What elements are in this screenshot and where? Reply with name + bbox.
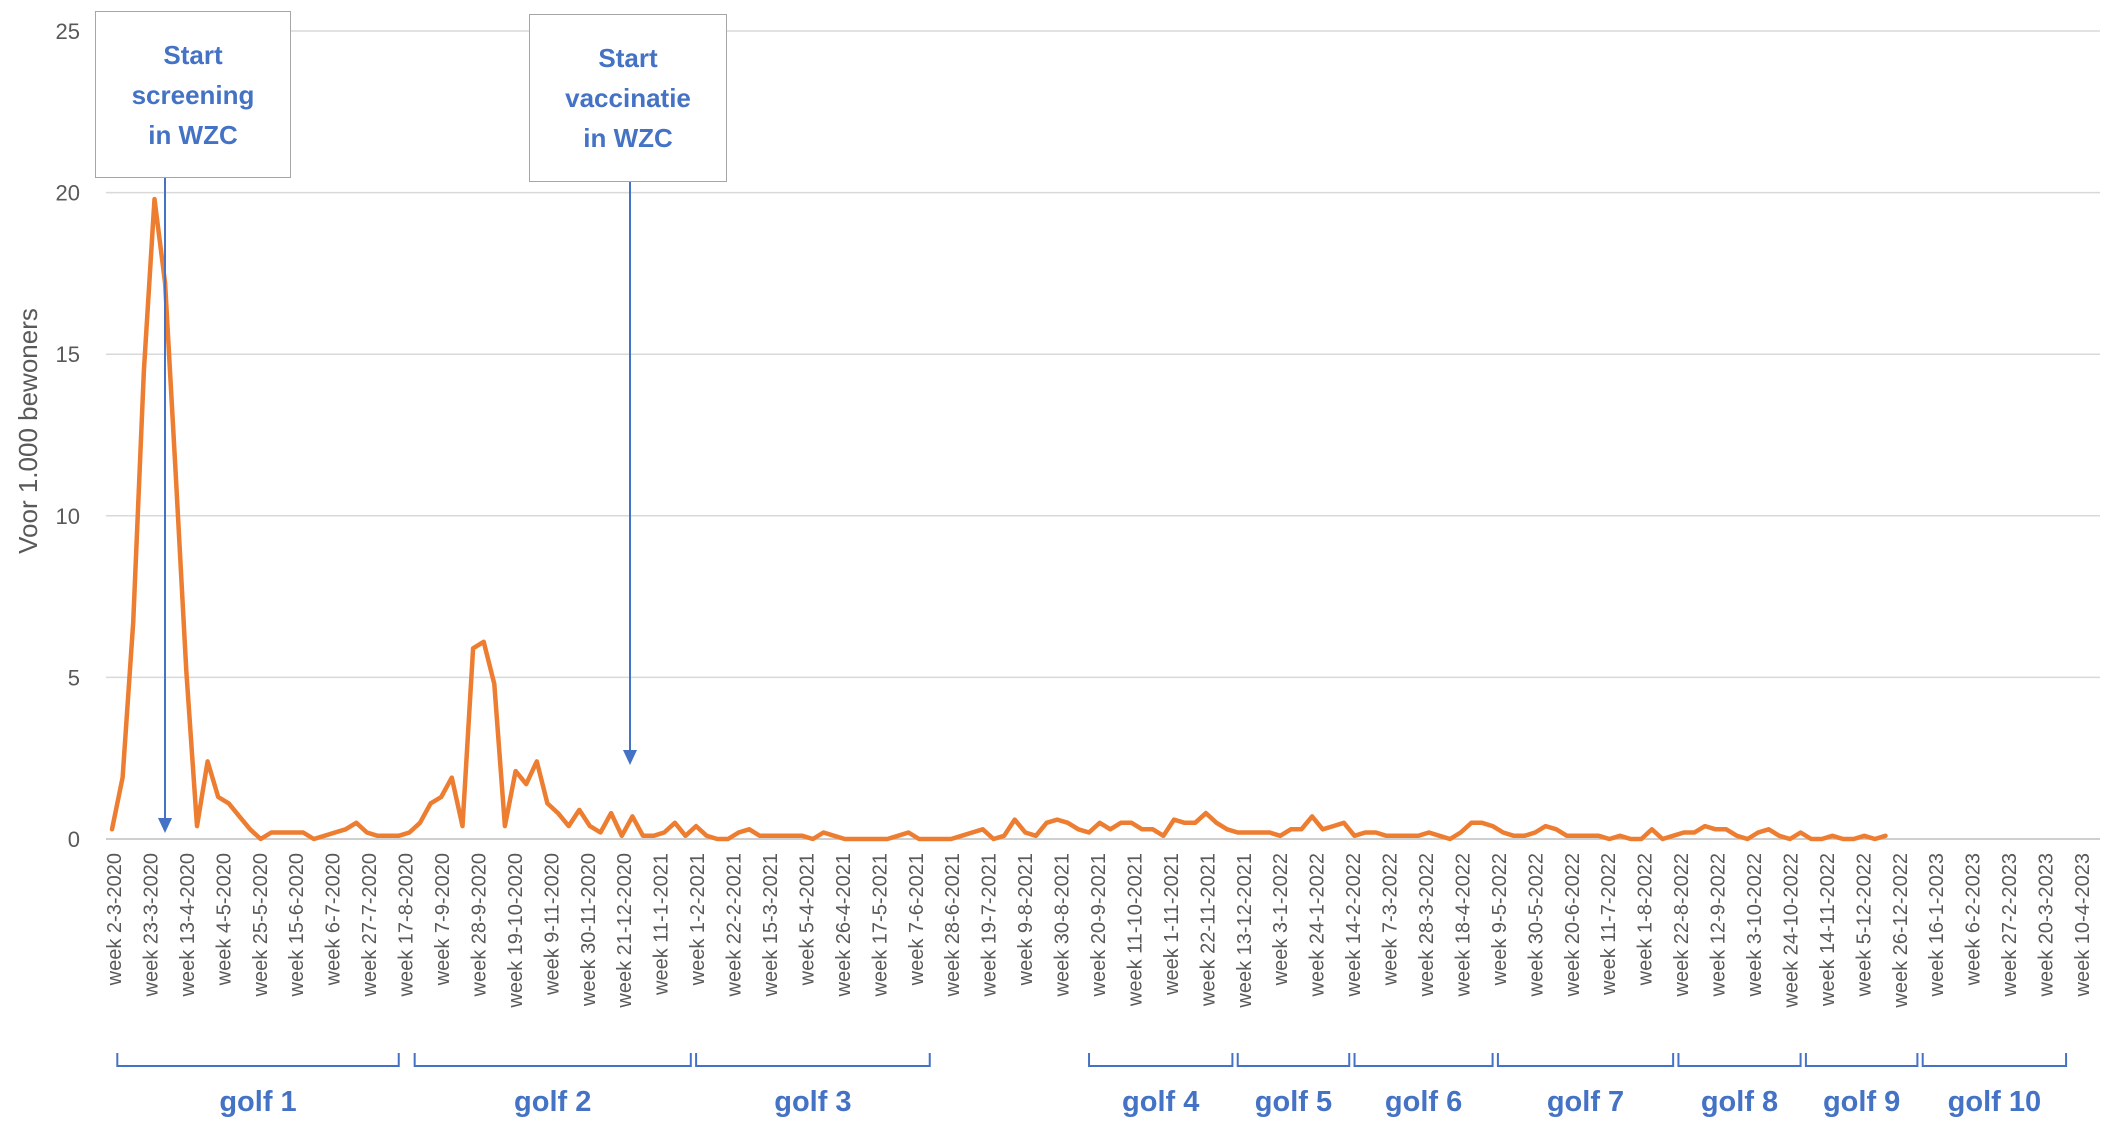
x-tick-label: week 1-2-2021 <box>687 853 709 986</box>
y-axis-label: Voor 1.000 bewoners <box>13 308 43 554</box>
x-tick-label: week 23-3-2020 <box>140 853 162 997</box>
annotation-line: vaccinatie <box>565 83 691 113</box>
x-tick-label: week 3-10-2022 <box>1744 853 1766 997</box>
wave-bracket <box>1353 1053 1494 1067</box>
series-line <box>109 196 1888 842</box>
x-tick-label: week 14-2-2022 <box>1343 853 1365 997</box>
y-axis-ticks: 0 5 10 15 20 25 <box>56 19 80 852</box>
wave-label: golf 7 <box>1546 1086 1625 1118</box>
wave-bracket <box>1921 1053 2068 1067</box>
x-tick-label: week 24-1-2022 <box>1307 853 1329 997</box>
annotation-box: Start screening in WZC <box>95 11 291 178</box>
x-tick-label: week 22-8-2022 <box>1671 853 1693 997</box>
wave-label: golf 8 <box>1700 1086 1779 1118</box>
x-tick-label: week 1-11-2021 <box>1161 853 1183 996</box>
x-tick-label: week 25-5-2020 <box>250 853 272 997</box>
x-tick-label: week 17-5-2021 <box>869 853 891 997</box>
annotation-line: in WZC <box>583 123 673 153</box>
x-tick-label: week 19-7-2021 <box>979 853 1001 997</box>
wave-brackets <box>116 1053 2068 1067</box>
x-tick-label: week 7-6-2021 <box>906 853 928 986</box>
annotation-line: screening <box>131 79 255 110</box>
x-tick-label: week 28-9-2020 <box>468 853 490 997</box>
x-tick-label: week 11-10-2021 <box>1124 853 1146 1007</box>
x-tick-label: week 6-7-2020 <box>323 853 345 986</box>
y-tick-label: 0 <box>68 827 80 852</box>
annotation-arrows <box>158 178 637 833</box>
x-tick-label: week 20-3-2023 <box>2036 853 2058 997</box>
wave-label: golf 9 <box>1822 1086 1901 1118</box>
y-tick-label: 20 <box>56 181 80 206</box>
x-tick-label: week 20-6-2022 <box>1562 853 1584 997</box>
x-tick-label: week 18-4-2022 <box>1452 853 1474 997</box>
annotation-line: Start <box>598 43 658 73</box>
wave-label: golf 6 <box>1384 1086 1463 1118</box>
wave-bracket <box>1677 1053 1802 1067</box>
wave-bracket <box>116 1053 400 1067</box>
x-tick-label: week 22-11-2021 <box>1197 853 1219 1007</box>
x-tick-label: week 16-1-2023 <box>1926 853 1948 997</box>
wave-label: golf 4 <box>1122 1086 1200 1118</box>
x-tick-label: week 15-6-2020 <box>286 853 308 997</box>
wave-bracket <box>1804 1053 1919 1067</box>
x-tick-label: week 9-8-2021 <box>1015 853 1037 986</box>
y-tick-label: 15 <box>56 342 80 367</box>
wave-bracket <box>1236 1053 1351 1067</box>
wave-label: golf 5 <box>1254 1086 1333 1118</box>
x-tick-label: week 9-5-2022 <box>1489 853 1511 986</box>
x-tick-label: week 30-8-2021 <box>1052 853 1074 997</box>
x-tick-label: week 27-7-2020 <box>359 853 381 997</box>
x-tick-label: week 26-12-2022 <box>1890 853 1912 1009</box>
x-tick-label: week 7-9-2020 <box>432 853 454 986</box>
x-tick-label: week 27-2-2023 <box>1999 853 2021 997</box>
annotation-box: Start vaccinatie in WZC <box>529 14 727 182</box>
x-tick-label: week 4-5-2020 <box>213 853 235 986</box>
x-tick-label: week 14-11-2022 <box>1817 853 1839 1007</box>
x-tick-label: week 13-4-2020 <box>177 853 199 997</box>
x-tick-label: week 5-12-2022 <box>1853 853 1875 997</box>
y-tick-label: 5 <box>68 665 80 690</box>
x-tick-label: week 28-6-2021 <box>942 853 964 997</box>
x-tick-label: week 11-1-2021 <box>651 853 673 996</box>
x-tick-label: week 10-4-2023 <box>2072 853 2094 997</box>
wave-label: golf 10 <box>1947 1086 2042 1118</box>
x-tick-label: week 6-2-2023 <box>1963 853 1985 986</box>
x-tick-label: week 30-11-2020 <box>578 853 600 1007</box>
wave-bracket <box>1088 1053 1234 1067</box>
x-tick-label: week 1-8-2022 <box>1635 853 1657 986</box>
wave-label: golf 1 <box>219 1086 297 1118</box>
x-tick-label: week 11-7-2022 <box>1598 853 1620 996</box>
x-tick-label: week 19-10-2020 <box>505 853 527 1009</box>
x-tick-label: week 9-11-2020 <box>541 853 563 996</box>
annotation-line: in WZC <box>148 119 238 150</box>
x-tick-label: week 21-12-2020 <box>614 853 636 1009</box>
annotation-arrow-head <box>158 818 172 833</box>
x-tick-label: week 2-3-2020 <box>104 853 126 986</box>
x-tick-label: week 30-5-2022 <box>1525 853 1547 997</box>
wave-label: golf 3 <box>774 1086 852 1118</box>
x-tick-label: week 24-10-2022 <box>1780 853 1802 1009</box>
x-tick-label: week 22-2-2021 <box>724 853 746 997</box>
x-axis-ticks: week 2-3-2020 week 23-3-2020 week 13-4-202… <box>104 853 2094 1009</box>
x-tick-label: week 15-3-2021 <box>760 853 782 997</box>
x-tick-label: week 5-4-2021 <box>796 853 818 986</box>
y-tick-label: 10 <box>56 504 80 529</box>
x-tick-label: week 17-8-2020 <box>396 853 418 997</box>
wave-label: golf 2 <box>514 1086 592 1118</box>
x-tick-label: week 13-12-2021 <box>1234 853 1256 1009</box>
annotation-arrow-head <box>623 750 637 765</box>
wave-bracket <box>1496 1053 1675 1067</box>
gridlines <box>106 30 2100 840</box>
x-tick-label: week 12-9-2022 <box>1708 853 1730 997</box>
x-tick-label: week 3-1-2022 <box>1270 853 1292 986</box>
annotation-line: Start <box>163 39 223 70</box>
x-tick-label: week 26-4-2021 <box>833 853 855 997</box>
x-tick-label: week 20-9-2021 <box>1088 853 1110 997</box>
wave-bracket <box>695 1053 931 1067</box>
y-tick-label: 25 <box>56 19 80 44</box>
x-tick-label: week 7-3-2022 <box>1380 853 1402 986</box>
wave-bracket <box>413 1053 692 1067</box>
x-tick-label: week 28-3-2022 <box>1416 853 1438 997</box>
